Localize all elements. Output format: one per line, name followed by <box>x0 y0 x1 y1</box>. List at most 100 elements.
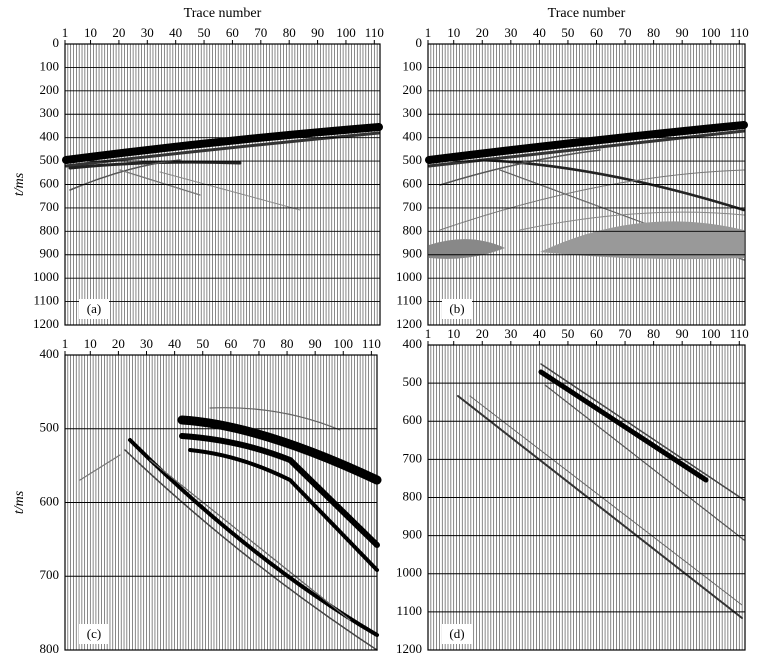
x-tick-label: 20 <box>112 25 125 40</box>
x-tick-label: 50 <box>561 326 574 341</box>
x-axis-label: Trace number <box>548 6 626 21</box>
x-tick-label: 60 <box>590 25 603 40</box>
x-tick-label: 80 <box>647 25 660 40</box>
y-tick-label: 100 <box>403 58 423 73</box>
x-tick-label: 90 <box>676 25 689 40</box>
y-tick-label: 0 <box>416 35 423 50</box>
y-tick-label: 700 <box>403 450 423 465</box>
panel-label: (a) <box>87 301 101 316</box>
y-tick-label: 400 <box>40 129 60 144</box>
y-tick-label: 300 <box>40 105 60 120</box>
y-tick-label: 500 <box>40 152 60 167</box>
x-tick-label: 40 <box>169 25 182 40</box>
y-tick-label: 1000 <box>396 565 422 580</box>
x-tick-label: 1 <box>425 25 432 40</box>
x-tick-label: 50 <box>196 336 209 351</box>
y-tick-label: 700 <box>403 199 423 214</box>
x-tick-label: 20 <box>112 336 125 351</box>
x-tick-label: 110 <box>362 336 381 351</box>
x-tick-label: 60 <box>224 336 237 351</box>
y-tick-label: 500 <box>40 420 60 435</box>
y-tick-label: 800 <box>403 222 423 237</box>
label-box <box>442 299 472 319</box>
y-tick-label: 200 <box>403 82 423 97</box>
x-tick-label: 30 <box>141 25 154 40</box>
x-tick-label: 80 <box>283 25 296 40</box>
x-tick-label: 60 <box>590 326 603 341</box>
seismic-events <box>62 121 748 651</box>
x-tick-label: 30 <box>504 326 517 341</box>
x-tick-label: 20 <box>476 326 489 341</box>
y-tick-label: 600 <box>403 412 423 427</box>
x-tick-label: 1 <box>62 336 69 351</box>
x-tick-label: 1 <box>62 25 69 40</box>
y-tick-label: 700 <box>40 567 60 582</box>
x-tick-label: 30 <box>140 336 153 351</box>
x-tick-label: 110 <box>730 326 749 341</box>
x-tick-label: 80 <box>281 336 294 351</box>
x-tick-label: 10 <box>447 25 460 40</box>
x-tick-label: 100 <box>701 25 721 40</box>
x-axis-label: Trace number <box>184 6 262 21</box>
y-tick-label: 1100 <box>396 293 422 308</box>
x-tick-label: 10 <box>84 336 97 351</box>
axes: 1 10 20 30 40 50 60 70 80 90 100 110010020030040050… <box>12 6 749 656</box>
y-tick-label: 600 <box>403 175 423 190</box>
y-tick-label: 1000 <box>33 269 59 284</box>
y-tick-label: 600 <box>40 493 60 508</box>
y-tick-label: 500 <box>403 152 423 167</box>
x-tick-label: 50 <box>561 25 574 40</box>
y-tick-label: 700 <box>40 199 60 214</box>
y-axis-label: t/ms <box>12 490 27 514</box>
y-axis-label: t/ms <box>12 172 27 196</box>
y-tick-label: 1100 <box>396 603 422 618</box>
y-tick-label: 1100 <box>33 293 59 308</box>
x-tick-label: 100 <box>336 25 356 40</box>
y-tick-label: 1200 <box>33 316 59 331</box>
x-tick-label: 60 <box>226 25 239 40</box>
x-tick-label: 100 <box>701 326 721 341</box>
x-tick-label: 70 <box>254 25 267 40</box>
label-box <box>79 299 109 319</box>
label-box <box>79 624 109 644</box>
x-tick-label: 110 <box>365 25 384 40</box>
y-tick-label: 1200 <box>396 316 422 331</box>
y-tick-label: 400 <box>40 346 60 361</box>
label-box <box>442 624 472 644</box>
panel-label: (b) <box>449 301 464 316</box>
x-tick-label: 90 <box>311 25 324 40</box>
y-tick-label: 800 <box>40 222 60 237</box>
y-tick-label: 1200 <box>396 641 422 656</box>
y-tick-label: 900 <box>403 527 423 542</box>
x-tick-label: 100 <box>334 336 354 351</box>
y-tick-label: 500 <box>403 374 423 389</box>
panel-label: (d) <box>449 626 464 641</box>
x-tick-label: 10 <box>447 326 460 341</box>
x-tick-label: 70 <box>619 25 632 40</box>
y-tick-label: 1000 <box>396 269 422 284</box>
x-tick-label: 90 <box>676 326 689 341</box>
y-tick-label: 100 <box>40 58 60 73</box>
y-tick-label: 200 <box>40 82 60 97</box>
y-tick-label: 800 <box>403 488 423 503</box>
y-tick-label: 600 <box>40 175 60 190</box>
y-tick-label: 800 <box>40 641 60 656</box>
x-tick-label: 70 <box>619 326 632 341</box>
x-tick-label: 110 <box>730 25 749 40</box>
y-tick-label: 900 <box>403 246 423 261</box>
x-tick-label: 20 <box>476 25 489 40</box>
y-tick-label: 900 <box>40 246 60 261</box>
y-tick-label: 0 <box>53 35 60 50</box>
panel-label: (c) <box>87 626 101 641</box>
x-tick-label: 50 <box>198 25 211 40</box>
y-tick-label: 400 <box>403 129 423 144</box>
y-tick-label: 300 <box>403 105 423 120</box>
x-tick-label: 1 <box>425 326 432 341</box>
x-tick-label: 40 <box>533 25 546 40</box>
x-tick-label: 90 <box>309 336 322 351</box>
x-tick-label: 40 <box>168 336 181 351</box>
x-tick-label: 40 <box>533 326 546 341</box>
y-tick-label: 400 <box>403 336 423 351</box>
x-tick-label: 80 <box>647 326 660 341</box>
